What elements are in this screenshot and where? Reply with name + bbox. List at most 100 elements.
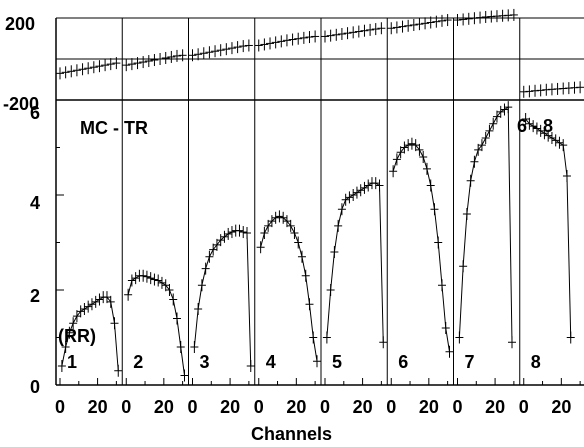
panel-label-7: 7 xyxy=(465,352,475,372)
bottom-point-5-2 xyxy=(330,246,339,258)
bottom-point-5-0 xyxy=(322,331,331,344)
bottom-point-3-13 xyxy=(239,226,248,239)
top-point-8-10 xyxy=(576,81,584,94)
bottom-point-1-4 xyxy=(72,310,81,323)
panel-label-5: 5 xyxy=(332,352,342,372)
bottom-point-2-9 xyxy=(157,276,166,289)
xtick-label-3-0: 0 xyxy=(254,397,264,417)
bottom-point-8-9 xyxy=(555,136,564,149)
xtick-label-4-20: 20 xyxy=(353,397,373,417)
bottom-point-6-0 xyxy=(389,165,398,178)
bottom-point-3-3 xyxy=(201,262,210,275)
bottom-point-2-13 xyxy=(172,312,181,325)
bottom-point-8-8 xyxy=(551,134,560,147)
xtick-label-1-20: 20 xyxy=(154,397,174,417)
top-point-6-0 xyxy=(387,22,396,35)
bottom-point-1-9 xyxy=(91,295,100,308)
top-point-3-9 xyxy=(239,40,248,53)
bottom-point-3-14 xyxy=(242,227,251,239)
xtick-label-4-0: 0 xyxy=(320,397,330,417)
xtick-label-7-0: 0 xyxy=(519,397,529,417)
bottom-point-7-12 xyxy=(500,103,509,116)
top-point-3-2 xyxy=(199,47,208,60)
bottom-point-4-0 xyxy=(256,241,265,254)
bottom-point-2-0 xyxy=(124,288,133,301)
bottom-point-6-10 xyxy=(426,179,435,192)
xtick-label-6-0: 0 xyxy=(452,397,462,417)
bottom-point-1-0 xyxy=(57,360,66,372)
bottom-point-1-1 xyxy=(61,341,70,353)
top-point-6-1 xyxy=(392,21,401,34)
bottom-ytick-4: 4 xyxy=(30,193,40,213)
top-point-5-3 xyxy=(337,27,346,40)
bottom-point-1-10 xyxy=(95,293,104,306)
top-point-3-0 xyxy=(188,49,197,62)
bottom-point-6-1 xyxy=(392,153,401,166)
bottom-point-3-6 xyxy=(212,238,221,251)
panel-label-3: 3 xyxy=(200,352,210,372)
top-point-4-7 xyxy=(294,32,303,45)
top-point-6-6 xyxy=(421,17,430,30)
top-point-4-10 xyxy=(311,30,320,43)
bottom-point-6-2 xyxy=(396,146,405,159)
bottom-point-7-13 xyxy=(504,101,513,114)
bottom-point-8-10 xyxy=(559,139,568,152)
top-point-1-5 xyxy=(84,62,93,75)
bottom-point-6-15 xyxy=(445,345,454,358)
top-point-3-3 xyxy=(205,46,214,59)
bottom-point-2-4 xyxy=(139,269,148,282)
bottom-ytick-2: 2 xyxy=(30,286,40,306)
xtick-label-5-20: 20 xyxy=(419,397,439,417)
xtick-label-2-20: 20 xyxy=(220,397,240,417)
bottom-point-4-9 xyxy=(290,227,299,239)
bottom-point-4-2 xyxy=(264,219,273,232)
bottom-point-7-6 xyxy=(477,139,486,152)
bottom-point-1-12 xyxy=(102,291,111,304)
top-point-6-7 xyxy=(426,16,435,29)
bottom-point-4-8 xyxy=(286,219,295,232)
top-point-3-10 xyxy=(244,39,253,52)
top-point-8-3 xyxy=(536,84,545,97)
bottom-point-2-7 xyxy=(150,273,159,286)
bottom-point-6-8 xyxy=(419,151,428,163)
top-point-5-1 xyxy=(326,29,335,42)
bottom-line-8 xyxy=(525,118,572,338)
bottom-point-5-3 xyxy=(334,219,343,232)
bottom-point-7-14 xyxy=(507,336,516,349)
bottom-point-4-14 xyxy=(309,331,318,344)
bottom-point-2-15 xyxy=(180,369,189,382)
top-point-4-9 xyxy=(305,31,314,44)
top-point-1-7 xyxy=(95,60,104,73)
bottom-point-3-15 xyxy=(246,360,255,372)
bottom-point-5-6 xyxy=(345,191,354,204)
bottom-point-7-5 xyxy=(474,143,483,156)
top-point-5-0 xyxy=(321,30,329,43)
bottom-point-8-0 xyxy=(521,113,530,125)
top-point-3-7 xyxy=(227,42,236,55)
top-point-2-4 xyxy=(144,55,153,68)
top-point-5-5 xyxy=(349,26,358,39)
top-point-1-8 xyxy=(101,59,110,72)
top-point-7-4 xyxy=(476,11,485,24)
bottom-point-8-2 xyxy=(529,120,538,133)
top-point-4-5 xyxy=(282,34,291,47)
bottom-point-6-3 xyxy=(400,141,409,154)
bottom-point-4-12 xyxy=(301,269,310,282)
bottom-point-3-8 xyxy=(220,230,229,243)
bottom-point-5-9 xyxy=(356,184,365,197)
bottom-point-3-7 xyxy=(216,234,225,247)
top-point-2-5 xyxy=(150,54,159,67)
xtick-label-3-20: 20 xyxy=(286,397,306,417)
bottom-point-2-11 xyxy=(165,284,174,296)
top-point-6-4 xyxy=(409,18,418,31)
bottom-point-5-14 xyxy=(375,179,384,192)
bottom-point-6-4 xyxy=(404,139,413,152)
bottom-ytick-6: 6 xyxy=(30,103,40,123)
bottom-point-5-7 xyxy=(349,189,358,201)
top-point-2-3 xyxy=(139,56,148,69)
bottom-line-4 xyxy=(260,215,318,362)
bottom-point-1-14 xyxy=(110,317,119,330)
top-point-4-1 xyxy=(260,38,269,51)
top-point-5-10 xyxy=(377,22,386,35)
